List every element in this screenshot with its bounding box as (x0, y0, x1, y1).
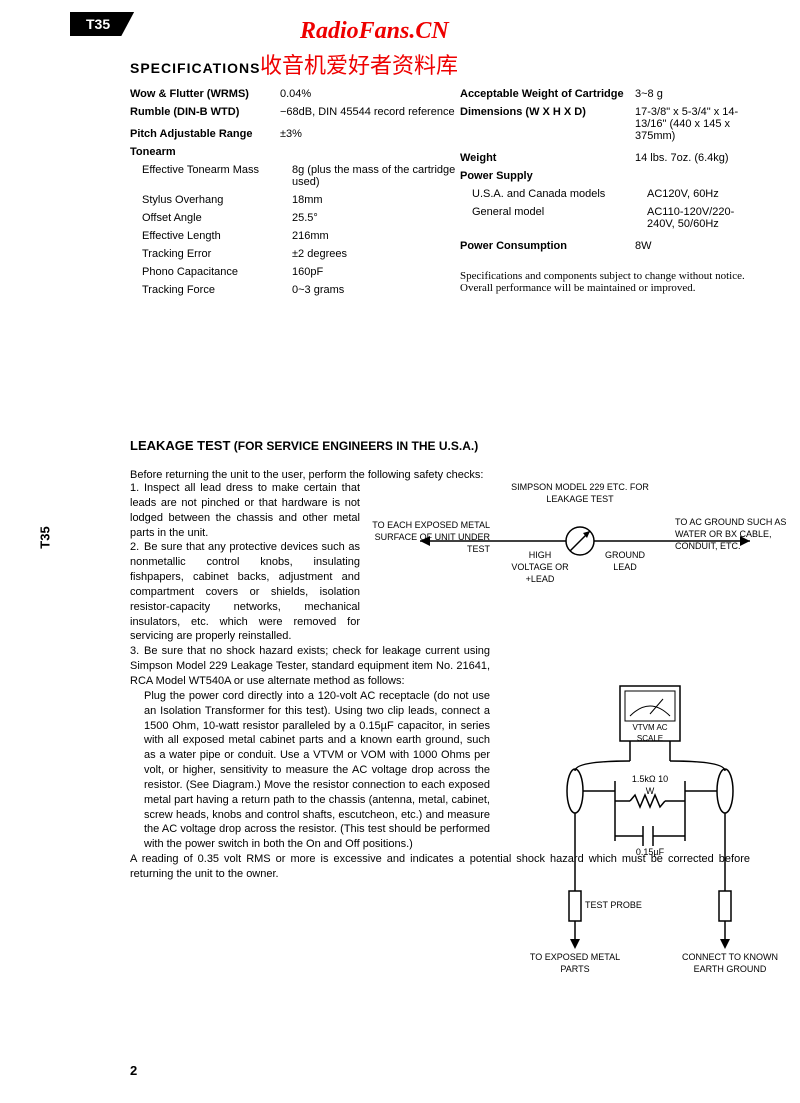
watermark-url: RadioFans.CN (300, 18, 449, 45)
spec-sublabel: Tracking Error (130, 248, 292, 260)
spec-value: 18mm (292, 194, 460, 206)
leak-item-1: 1.Inspect all lead dress to make certain… (130, 481, 360, 540)
specs-right-column: Acceptable Weight of Cartridge3~8 g Dime… (460, 88, 750, 302)
spec-sublabel: Effective Length (130, 230, 292, 242)
spec-sublabel: General model (460, 206, 647, 230)
d1-left: TO EACH EXPOSED METAL SURFACE OF UNIT UN… (370, 519, 490, 555)
spec-value: ±3% (280, 128, 460, 140)
spec-sublabel: Phono Capacitance (130, 266, 292, 278)
leakage-subtitle: (FOR SERVICE ENGINEERS IN THE U.S.A.) (234, 439, 478, 453)
spec-sublabel: Effective Tonearm Mass (130, 164, 292, 188)
disclaimer: Specifications and components subject to… (460, 270, 750, 294)
specifications-section: SPECIFICATIONS Wow & Flutter (WRMS)0.04%… (130, 60, 750, 302)
simpson-diagram: SIMPSON MODEL 229 ETC. FOR LEAKAGE TEST … (390, 481, 770, 596)
power-label: Power Supply (460, 170, 750, 182)
d1-top: SIMPSON MODEL 229 ETC. FOR LEAKAGE TEST (500, 481, 660, 505)
spec-label: Power Consumption (460, 240, 635, 252)
leak-item-2: 2.Be sure that any protective devices su… (130, 540, 360, 644)
spec-value: 14 lbs. 7oz. (6.4kg) (635, 152, 750, 164)
leak-item-3b: Plug the power cord directly into a 120-… (130, 689, 490, 852)
d2-right: CONNECT TO KNOWN EARTH GROUND (675, 951, 785, 975)
spec-value: AC120V, 60Hz (647, 188, 750, 200)
spec-value: AC110-120V/220-240V, 50/60Hz (647, 206, 750, 230)
spec-sublabel: Stylus Overhang (130, 194, 292, 206)
d1-right: TO AC GROUND SUCH AS WATER OR BX CABLE, … (675, 516, 795, 552)
d1-gl: GROUND LEAD (595, 549, 655, 573)
specs-left-column: Wow & Flutter (WRMS)0.04% Rumble (DIN-B … (130, 88, 460, 302)
d2-c: 0.15µF (625, 846, 675, 858)
d2-probe: TEST PROBE (585, 899, 665, 911)
spec-label: Dimensions (W X H X D) (460, 106, 635, 142)
spec-value: 160pF (292, 266, 460, 278)
page: T35 RadioFans.CN 收音机爱好者资料库 T35 SPECIFICA… (0, 0, 800, 1103)
spec-label: Wow & Flutter (WRMS) (130, 88, 280, 100)
page-number: 2 (130, 1063, 137, 1078)
spec-sublabel: Tracking Force (130, 284, 292, 296)
spec-value: 25.5° (292, 212, 460, 224)
spec-label: Rumble (DIN-B WTD) (130, 106, 280, 118)
spec-value: 17-3/8" x 5-3/4" x 14-13/16" (440 x 145 … (635, 106, 750, 142)
spec-sublabel: Offset Angle (130, 212, 292, 224)
spec-label: Pitch Adjustable Range (130, 128, 280, 140)
leakage-section: LEAKAGE TEST (FOR SERVICE ENGINEERS IN T… (130, 438, 750, 882)
model-tab-side: T35 (38, 526, 53, 548)
spec-label: Acceptable Weight of Cartridge (460, 88, 635, 100)
d2-r: 1.5kΩ 10 W (628, 773, 672, 797)
spec-value: 3~8 g (635, 88, 750, 100)
spec-value: 0~3 grams (292, 284, 460, 296)
spec-value: 216mm (292, 230, 460, 242)
specifications-title: SPECIFICATIONS (130, 60, 750, 76)
tonearm-label: Tonearm (130, 146, 460, 158)
spec-value: ±2 degrees (292, 248, 460, 260)
spec-value: 8g (plus the mass of the cartridge used) (292, 164, 460, 188)
spec-label: Weight (460, 152, 635, 164)
vtvm-diagram: VTVM AC SCALE 1.5kΩ 10 W 0.15µF TEST PRO… (525, 681, 775, 986)
spec-value: −68dB, DIN 45544 record reference (280, 106, 460, 118)
spec-sublabel: U.S.A. and Canada models (460, 188, 647, 200)
d2-vtvm: VTVM AC SCALE (620, 723, 680, 745)
leakage-intro: Before returning the unit to the user, p… (130, 469, 750, 481)
leak-item-3a: 3.Be sure that no shock hazard exists; c… (130, 644, 490, 689)
d1-hv: HIGH VOLTAGE OR +LEAD (510, 549, 570, 585)
leakage-title: LEAKAGE TEST (130, 438, 230, 453)
d2-left: TO EXPOSED METAL PARTS (525, 951, 625, 975)
spec-value: 8W (635, 240, 750, 252)
spec-value: 0.04% (280, 88, 460, 100)
model-tab-top: T35 (70, 12, 134, 36)
